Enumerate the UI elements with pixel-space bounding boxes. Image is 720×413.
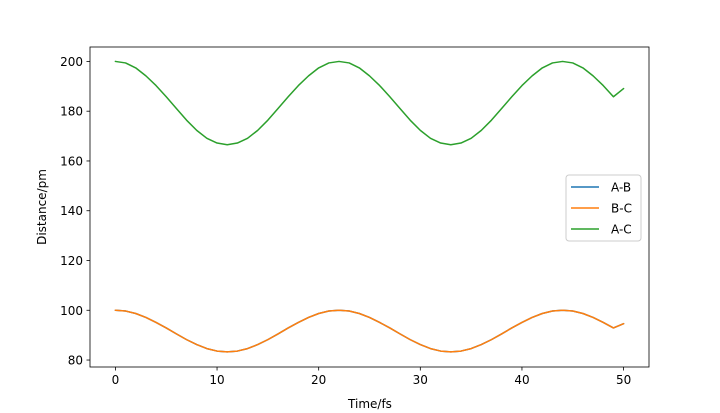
x-tick-label: 30 <box>413 373 428 387</box>
y-axis: 80 100 120 140 160 180 200 <box>60 55 90 368</box>
x-tick-label: 10 <box>209 373 224 387</box>
series-line-a-c <box>114 60 625 146</box>
y-tick-label: 100 <box>60 304 83 318</box>
y-axis-label: Distance/pm <box>35 169 49 245</box>
y-tick-label: 180 <box>60 105 83 119</box>
y-tick-label: 140 <box>60 204 83 218</box>
legend-label-b-c: B-C <box>611 202 632 216</box>
x-tick-label: 40 <box>514 373 529 387</box>
x-tick-label: 0 <box>112 373 120 387</box>
x-axis-label: Time/fs <box>347 397 392 411</box>
x-axis: 0 10 20 30 40 50 <box>112 367 631 387</box>
y-tick-label: 120 <box>60 254 83 268</box>
legend-label-a-c: A-C <box>611 223 632 237</box>
y-tick-label: 80 <box>68 354 83 368</box>
plot-area <box>89 46 650 368</box>
series-line-b-c <box>114 309 625 353</box>
legend-box <box>565 174 642 242</box>
legend-label-a-b: A-B <box>611 181 631 195</box>
y-tick-label: 200 <box>60 55 83 69</box>
plot-frame <box>89 46 650 368</box>
x-tick-label: 50 <box>616 373 631 387</box>
y-tick-label: 160 <box>60 154 83 168</box>
x-tick-label: 20 <box>311 373 326 387</box>
legend: A-B B-C A-C <box>565 174 642 242</box>
